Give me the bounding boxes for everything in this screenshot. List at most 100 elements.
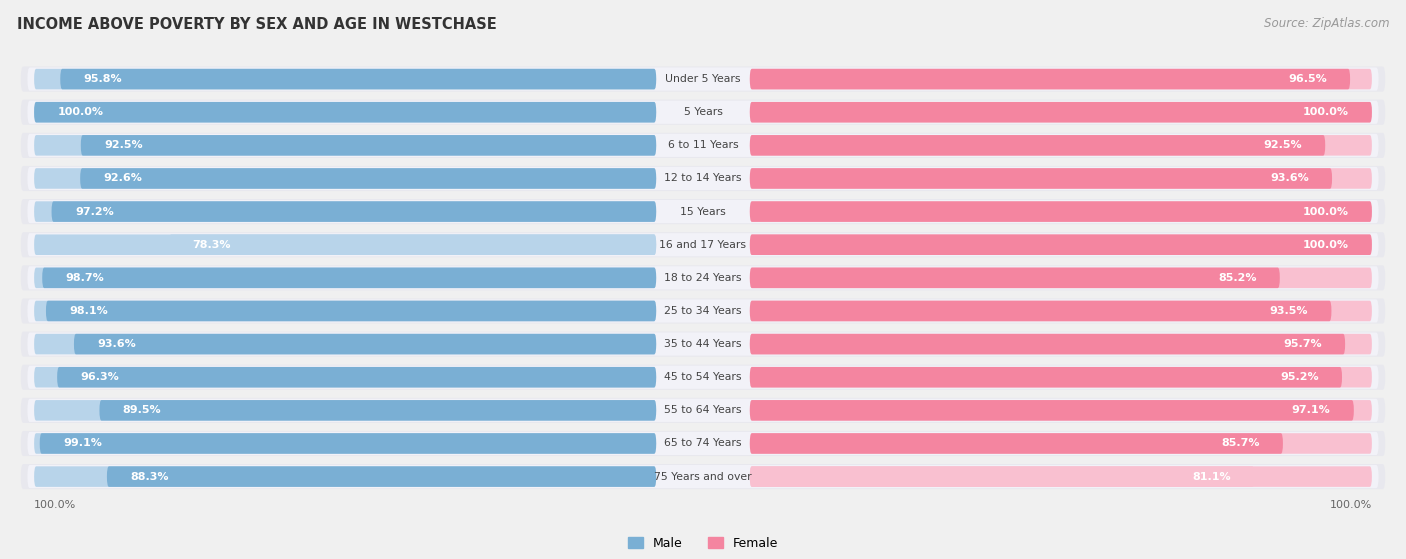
FancyBboxPatch shape	[749, 301, 1331, 321]
Text: 15 Years: 15 Years	[681, 207, 725, 216]
FancyBboxPatch shape	[749, 135, 1372, 155]
Text: 100.0%: 100.0%	[1302, 107, 1348, 117]
Text: 97.1%: 97.1%	[1292, 405, 1330, 415]
Text: 98.7%: 98.7%	[66, 273, 104, 283]
Text: INCOME ABOVE POVERTY BY SEX AND AGE IN WESTCHASE: INCOME ABOVE POVERTY BY SEX AND AGE IN W…	[17, 17, 496, 32]
FancyBboxPatch shape	[749, 334, 1346, 354]
FancyBboxPatch shape	[34, 400, 657, 420]
FancyBboxPatch shape	[34, 102, 657, 122]
FancyBboxPatch shape	[21, 398, 1385, 423]
Text: 92.6%: 92.6%	[104, 173, 142, 183]
Text: 93.6%: 93.6%	[97, 339, 136, 349]
Text: 85.2%: 85.2%	[1218, 273, 1257, 283]
FancyBboxPatch shape	[34, 201, 657, 222]
FancyBboxPatch shape	[21, 266, 1385, 291]
FancyBboxPatch shape	[21, 431, 1385, 456]
Text: 81.1%: 81.1%	[1192, 472, 1230, 482]
FancyBboxPatch shape	[749, 69, 1350, 89]
FancyBboxPatch shape	[28, 432, 1378, 455]
Text: 89.5%: 89.5%	[122, 405, 162, 415]
Text: Source: ZipAtlas.com: Source: ZipAtlas.com	[1264, 17, 1389, 30]
FancyBboxPatch shape	[28, 167, 1378, 190]
FancyBboxPatch shape	[749, 201, 1372, 222]
Text: 65 to 74 Years: 65 to 74 Years	[664, 438, 742, 448]
Text: 95.7%: 95.7%	[1284, 339, 1322, 349]
FancyBboxPatch shape	[749, 168, 1331, 189]
FancyBboxPatch shape	[34, 301, 657, 321]
FancyBboxPatch shape	[169, 234, 657, 255]
FancyBboxPatch shape	[58, 367, 657, 387]
Text: 100.0%: 100.0%	[1330, 500, 1372, 510]
FancyBboxPatch shape	[21, 364, 1385, 390]
Legend: Male, Female: Male, Female	[623, 532, 783, 555]
FancyBboxPatch shape	[60, 69, 657, 89]
FancyBboxPatch shape	[28, 134, 1378, 157]
Text: 6 to 11 Years: 6 to 11 Years	[668, 140, 738, 150]
FancyBboxPatch shape	[39, 433, 657, 454]
FancyBboxPatch shape	[28, 300, 1378, 323]
Text: 12 to 14 Years: 12 to 14 Years	[664, 173, 742, 183]
FancyBboxPatch shape	[28, 233, 1378, 257]
Text: 99.1%: 99.1%	[63, 438, 103, 448]
Text: 93.6%: 93.6%	[1270, 173, 1309, 183]
Text: 95.2%: 95.2%	[1279, 372, 1319, 382]
FancyBboxPatch shape	[21, 132, 1385, 158]
FancyBboxPatch shape	[21, 100, 1385, 125]
Text: 93.5%: 93.5%	[1270, 306, 1308, 316]
Text: 45 to 54 Years: 45 to 54 Years	[664, 372, 742, 382]
Text: 100.0%: 100.0%	[1302, 240, 1348, 250]
Text: 97.2%: 97.2%	[75, 207, 114, 216]
Text: 95.8%: 95.8%	[84, 74, 122, 84]
FancyBboxPatch shape	[107, 466, 657, 487]
Text: 85.7%: 85.7%	[1220, 438, 1260, 448]
FancyBboxPatch shape	[28, 333, 1378, 356]
FancyBboxPatch shape	[749, 168, 1372, 189]
FancyBboxPatch shape	[34, 367, 657, 387]
FancyBboxPatch shape	[28, 266, 1378, 290]
Text: 92.5%: 92.5%	[1263, 140, 1302, 150]
FancyBboxPatch shape	[28, 465, 1378, 488]
FancyBboxPatch shape	[749, 135, 1326, 155]
FancyBboxPatch shape	[21, 464, 1385, 489]
FancyBboxPatch shape	[28, 200, 1378, 223]
Text: 35 to 44 Years: 35 to 44 Years	[664, 339, 742, 349]
Text: 78.3%: 78.3%	[193, 240, 231, 250]
FancyBboxPatch shape	[749, 234, 1372, 255]
Text: 16 and 17 Years: 16 and 17 Years	[659, 240, 747, 250]
FancyBboxPatch shape	[34, 135, 657, 155]
FancyBboxPatch shape	[21, 331, 1385, 357]
FancyBboxPatch shape	[34, 69, 657, 89]
FancyBboxPatch shape	[749, 301, 1372, 321]
FancyBboxPatch shape	[52, 201, 657, 222]
FancyBboxPatch shape	[749, 400, 1354, 420]
FancyBboxPatch shape	[46, 301, 657, 321]
Text: 88.3%: 88.3%	[131, 472, 169, 482]
FancyBboxPatch shape	[21, 299, 1385, 324]
FancyBboxPatch shape	[80, 168, 657, 189]
Text: 75 Years and over: 75 Years and over	[654, 472, 752, 482]
FancyBboxPatch shape	[75, 334, 657, 354]
Text: 100.0%: 100.0%	[1302, 207, 1348, 216]
FancyBboxPatch shape	[34, 433, 657, 454]
FancyBboxPatch shape	[749, 466, 1254, 487]
FancyBboxPatch shape	[749, 400, 1372, 420]
FancyBboxPatch shape	[21, 166, 1385, 191]
Text: 5 Years: 5 Years	[683, 107, 723, 117]
FancyBboxPatch shape	[100, 400, 657, 420]
FancyBboxPatch shape	[28, 366, 1378, 389]
FancyBboxPatch shape	[21, 67, 1385, 92]
FancyBboxPatch shape	[749, 268, 1372, 288]
FancyBboxPatch shape	[749, 234, 1372, 255]
FancyBboxPatch shape	[34, 334, 657, 354]
Text: 98.1%: 98.1%	[69, 306, 108, 316]
Text: Under 5 Years: Under 5 Years	[665, 74, 741, 84]
Text: 18 to 24 Years: 18 to 24 Years	[664, 273, 742, 283]
FancyBboxPatch shape	[42, 268, 657, 288]
FancyBboxPatch shape	[749, 334, 1372, 354]
FancyBboxPatch shape	[749, 201, 1372, 222]
FancyBboxPatch shape	[749, 367, 1341, 387]
FancyBboxPatch shape	[749, 367, 1372, 387]
Text: 96.5%: 96.5%	[1288, 74, 1327, 84]
FancyBboxPatch shape	[749, 466, 1372, 487]
Text: 100.0%: 100.0%	[58, 107, 104, 117]
